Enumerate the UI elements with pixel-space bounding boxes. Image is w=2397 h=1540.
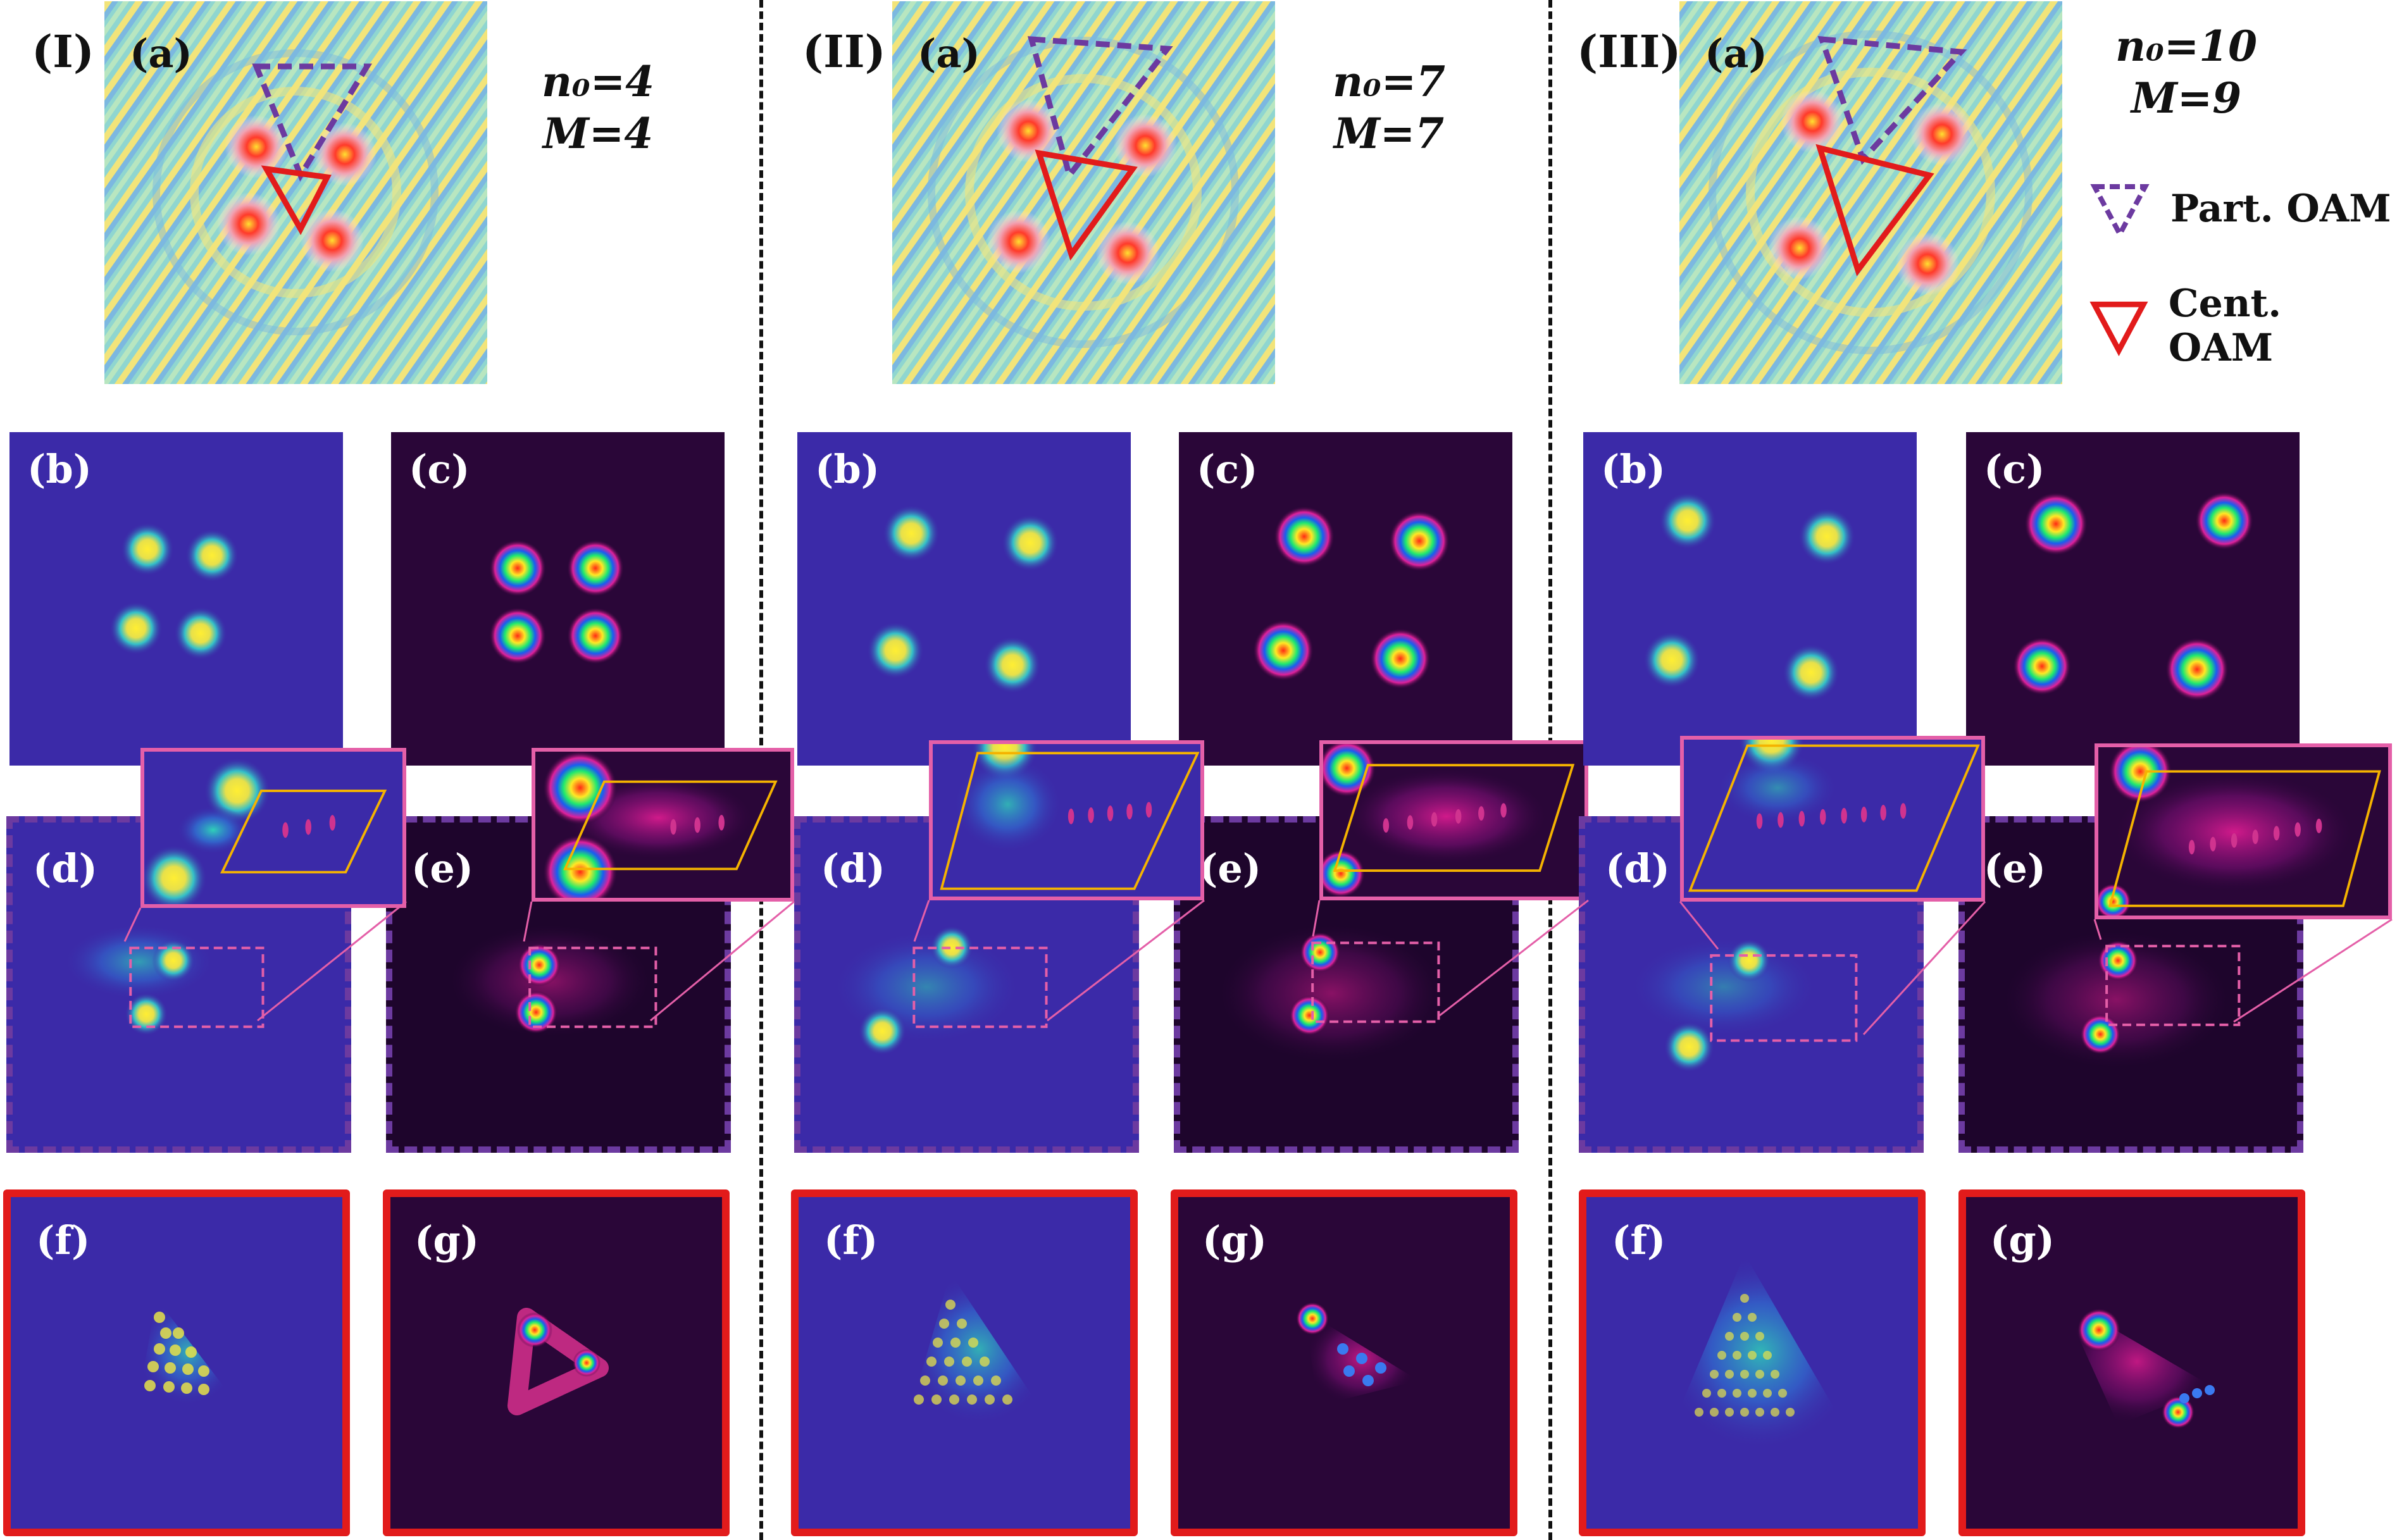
params: n₀=4 M=4 [535, 56, 661, 159]
M-value: M=7 [1333, 109, 1445, 158]
panel-label-a: (a) [1705, 30, 1767, 77]
column-I: (I) (a) n₀=4 M=4 (b) [0, 0, 794, 1540]
panel-label-c: (c) [1197, 446, 1258, 492]
panel-label-a: (a) [130, 30, 192, 77]
n0-value: n₀=7 [1332, 57, 1446, 106]
panel-label-f: (f) [36, 1217, 90, 1264]
column-III: (III) (a) n₀=10 M=9 (b) [1569, 0, 2392, 1540]
central-oam-triangle-icon [2089, 301, 2148, 357]
panel-label-e: (e) [1984, 845, 2046, 891]
panel-label-d: (d) [1605, 845, 1671, 891]
intensity-panel-c: (c) [391, 432, 725, 766]
intensity-panel-b: (b) [1583, 432, 1917, 766]
intensity-panel-b: (b) [797, 432, 1131, 766]
intensity-panel-c: (c) [1179, 432, 1512, 766]
intensity-panel-g: (g) [383, 1189, 730, 1536]
panel-label-a: (a) [918, 30, 980, 77]
phase-panel-a: (a) [1679, 1, 2062, 384]
zoom-inset-e [532, 748, 794, 902]
intensity-panel-f: (f) [3, 1189, 350, 1536]
n0-value: n₀=4 [541, 57, 655, 106]
intensity-panel-g: (g) [1958, 1189, 2305, 1536]
zoom-inset-e [1319, 740, 1588, 900]
M-value: M=9 [2131, 73, 2242, 123]
column-II: (II) (a) n₀=7 M=7 (b) [785, 0, 1588, 1540]
intensity-panel-f: (f) [791, 1189, 1138, 1536]
params: n₀=7 M=7 [1326, 56, 1452, 159]
M-value: M=4 [542, 109, 654, 158]
zoom-inset-e [2095, 743, 2392, 919]
panel-label-g: (g) [414, 1217, 480, 1264]
intensity-panel-c: (c) [1966, 432, 2300, 766]
panel-label-d: (d) [33, 845, 98, 891]
params: n₀=10 M=9 [2104, 20, 2269, 124]
legend-central-oam: Cent. OAM [2088, 282, 2392, 370]
panel-label-f: (f) [824, 1217, 878, 1264]
panel-label-c: (c) [1984, 446, 2045, 492]
legend-central-label: Cent. OAM [2168, 282, 2282, 370]
panel-label-f: (f) [1612, 1217, 1666, 1264]
column-label: (I) [32, 25, 94, 78]
panel-label-b: (b) [27, 446, 92, 492]
phase-panel-a: (a) [104, 1, 487, 384]
panel-label-c: (c) [409, 446, 470, 492]
panel-label-e: (e) [1199, 845, 1262, 891]
column-label: (II) [802, 25, 886, 78]
panel-label-b: (b) [1601, 446, 1666, 492]
intensity-panel-f: (f) [1579, 1189, 1926, 1536]
intensity-panel-g: (g) [1171, 1189, 1517, 1536]
legend: Part. OAM Cent. OAM [2088, 177, 2392, 370]
legend-partial-oam: Part. OAM [2088, 177, 2391, 240]
panel-label-b: (b) [815, 446, 880, 492]
legend-partial-label: Part. OAM [2170, 187, 2391, 231]
panel-label-g: (g) [1202, 1217, 1267, 1264]
zoom-inset-d [140, 748, 406, 908]
zoom-inset-d [929, 740, 1204, 900]
phase-panel-a: (a) [892, 1, 1275, 384]
panel-label-e: (e) [411, 845, 474, 891]
zoom-inset-d [1680, 736, 1985, 902]
intensity-panel-b: (b) [9, 432, 343, 766]
column-label: (III) [1577, 25, 1681, 78]
panel-label-d: (d) [821, 845, 886, 891]
partial-oam-triangle-icon [2090, 184, 2150, 240]
panel-label-g: (g) [1990, 1217, 2055, 1264]
n0-value: n₀=10 [2115, 22, 2258, 71]
